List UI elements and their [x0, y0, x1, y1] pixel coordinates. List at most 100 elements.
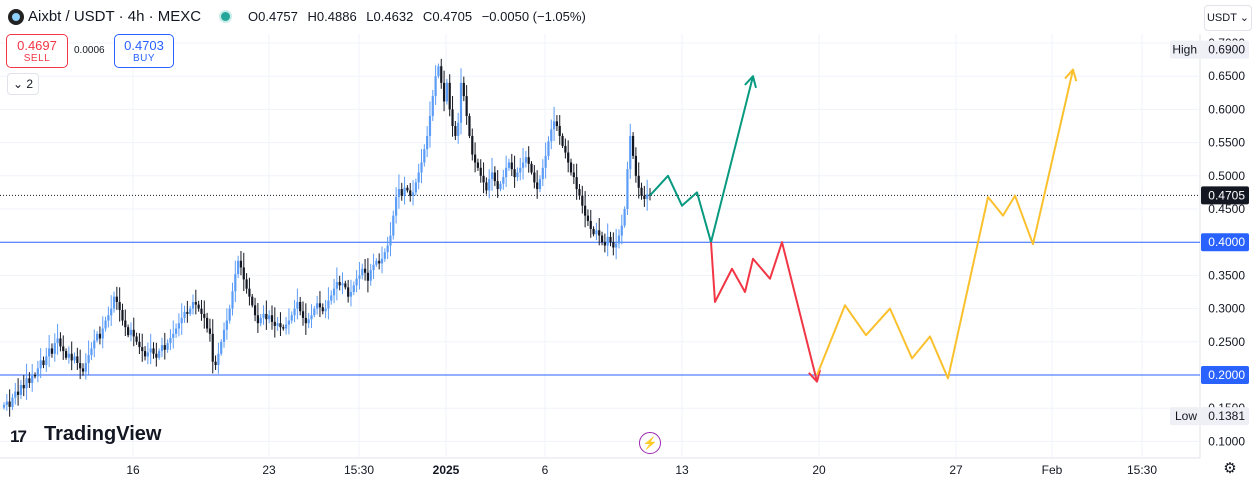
- indicators-toggle-button[interactable]: ⌄ 2: [7, 73, 39, 95]
- candle-body: [110, 308, 113, 316]
- sell-label: SELL: [23, 53, 51, 64]
- price-tag-low-label: Low: [1175, 409, 1197, 423]
- candle-body: [62, 346, 65, 352]
- candle-body: [592, 228, 595, 235]
- gear-icon[interactable]: ⚙: [1223, 460, 1237, 477]
- candle-body: [397, 189, 401, 198]
- x-axis-tick-label: 6: [542, 463, 549, 477]
- candle-body: [56, 338, 59, 344]
- candle-body: [437, 66, 440, 77]
- candle-body: [378, 260, 381, 264]
- price-tag-level-value: 0.4000: [1208, 235, 1245, 249]
- candle-body: [214, 361, 217, 366]
- candle-body: [8, 401, 11, 407]
- candle-body: [643, 195, 646, 200]
- projection-path-yellow[interactable]: [816, 69, 1074, 380]
- y-axis-tick-label: 0.6000: [1208, 102, 1245, 116]
- price-tag-high-label: High: [1172, 43, 1197, 57]
- candle-body: [36, 368, 39, 377]
- candle-body: [434, 76, 437, 97]
- ohlc-low-label: L: [366, 9, 374, 24]
- price-tag-high: [1170, 40, 1249, 59]
- candle-body: [304, 317, 307, 324]
- buy-button[interactable]: 0.4703 BUY: [114, 34, 174, 68]
- candle-body: [160, 345, 164, 352]
- candle-body: [222, 329, 226, 342]
- candle-body: [321, 307, 324, 312]
- candle-body: [510, 162, 513, 170]
- candle-body: [64, 351, 68, 358]
- candle-body: [623, 209, 626, 226]
- candle-body: [479, 167, 482, 176]
- candle-body: [115, 296, 118, 302]
- tradingview-watermark[interactable]: 17 TradingView: [10, 423, 161, 446]
- candle-body: [67, 353, 70, 358]
- candle-body: [420, 162, 423, 173]
- candle-body: [629, 135, 632, 170]
- projection-arrow-head-green: [744, 75, 757, 89]
- candle-body: [324, 308, 327, 312]
- candle-body: [451, 109, 454, 126]
- candle-body: [270, 315, 274, 322]
- candle-body: [98, 333, 102, 339]
- candle-body: [217, 353, 220, 366]
- candle-body: [197, 304, 200, 309]
- candle-body: [313, 308, 316, 316]
- candle-body: [499, 183, 502, 190]
- candle-body: [28, 378, 31, 383]
- candle-body: [496, 181, 499, 190]
- candle-body: [541, 167, 544, 180]
- candle-body: [366, 272, 370, 281]
- candle-body: [369, 270, 372, 281]
- symbol-title[interactable]: Aixbt / USDT · 4h · MEXC: [28, 8, 202, 25]
- candle-body: [234, 274, 237, 292]
- candle-body: [11, 397, 14, 407]
- candle-body: [124, 320, 127, 328]
- candle-body: [48, 348, 51, 357]
- x-axis-tick-label: Feb: [1042, 463, 1063, 477]
- candle-body: [5, 401, 8, 405]
- candle-body: [22, 384, 25, 389]
- candle-body: [386, 245, 389, 253]
- ohlc-low: 0.4632: [373, 9, 414, 24]
- price-tag-level: [1201, 233, 1249, 252]
- candle-body: [273, 321, 276, 326]
- candle-body: [14, 391, 17, 398]
- candle-body: [406, 187, 409, 191]
- candle-body: [42, 360, 45, 366]
- candle-body: [414, 182, 417, 193]
- candle-body: [578, 189, 581, 196]
- projection-path-green[interactable]: [649, 75, 754, 244]
- candle-body: [239, 260, 243, 268]
- projection-path-red[interactable]: [710, 241, 818, 382]
- candle-body: [166, 343, 169, 350]
- candle-body: [248, 288, 251, 297]
- candle-body: [482, 175, 485, 183]
- y-axis-tick-label: 0.1000: [1208, 434, 1245, 448]
- candle-body: [564, 145, 567, 153]
- sell-button[interactable]: 0.4697 SELL: [6, 34, 68, 68]
- x-axis-tick-label: 20: [812, 463, 826, 477]
- lightning-icon[interactable]: ⚡: [639, 432, 661, 454]
- candle-body: [282, 327, 285, 329]
- candle-body: [459, 82, 463, 123]
- candle-body: [81, 368, 85, 372]
- candle-body: [19, 384, 23, 395]
- candle-body: [87, 355, 90, 364]
- candle-body: [372, 264, 375, 271]
- price-tag-low-value: 0.1381: [1208, 409, 1245, 423]
- y-axis-tick-label: 0.5000: [1208, 169, 1245, 183]
- candle-body: [352, 285, 355, 292]
- candle-body: [149, 348, 152, 353]
- candle-body: [600, 235, 604, 243]
- candle-body: [242, 267, 245, 280]
- candle-body: [256, 315, 259, 324]
- price-tag-level: [1201, 366, 1249, 384]
- candle-body: [640, 187, 643, 196]
- candle-body: [189, 308, 192, 314]
- candle-body: [307, 319, 310, 324]
- currency-button[interactable]: USDT ⌄: [1204, 5, 1252, 31]
- candle-body: [228, 308, 231, 321]
- candle-body: [121, 309, 124, 321]
